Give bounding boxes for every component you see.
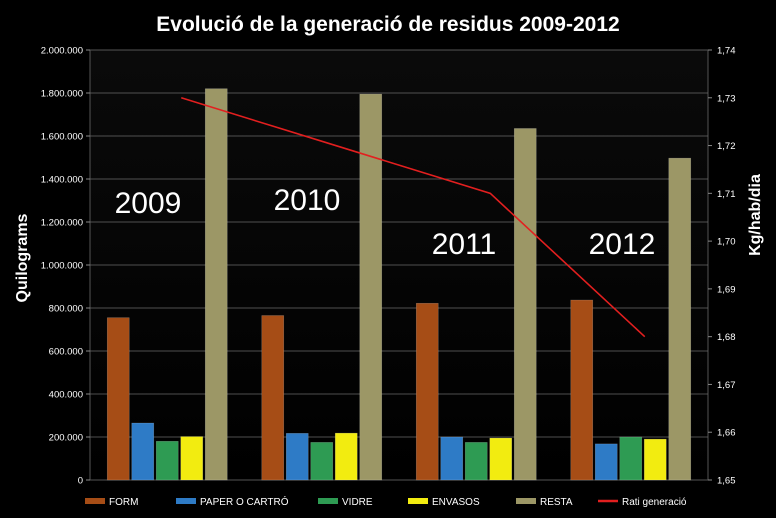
y2-tick-label: 1,73 <box>717 93 736 104</box>
legend-label: FORM <box>109 497 138 508</box>
legend-swatch <box>318 498 338 504</box>
bar <box>285 433 309 481</box>
bar <box>155 440 179 481</box>
y-tick-label: 600.000 <box>49 347 83 358</box>
y2-tick-label: 1,69 <box>717 284 736 295</box>
plot-area: 0 200.000 400.000 600.000 800.000 1.000.000 1.… <box>41 46 736 487</box>
legend-swatch <box>176 498 196 504</box>
legend-label: PAPER O CARTRÓ <box>200 495 289 508</box>
bar <box>668 157 692 481</box>
y-tick-label: 1.000.000 <box>41 261 83 272</box>
bar <box>464 442 488 481</box>
legend-swatch <box>85 498 105 504</box>
y2-tick-label: 1,65 <box>717 476 736 487</box>
y-tick-label: 1.600.000 <box>41 132 83 143</box>
bar <box>261 315 285 481</box>
bar <box>359 93 383 481</box>
legend-swatch <box>516 498 536 504</box>
y2-tick-label: 1,71 <box>717 189 736 200</box>
y2-axis-label: Kg/hab/dia <box>747 174 764 256</box>
y2-tick-label: 1,70 <box>717 237 736 248</box>
y-tick-label: 800.000 <box>49 304 83 315</box>
bar <box>619 436 643 481</box>
legend-label: Rati generació <box>622 497 687 508</box>
category-label: 2012 <box>589 228 656 261</box>
category-label: 2009 <box>115 187 182 220</box>
y2-tick-label: 1,66 <box>717 428 736 439</box>
bar <box>310 442 334 481</box>
bar <box>489 437 513 481</box>
y-tick-label: 200.000 <box>49 433 83 444</box>
bar <box>415 302 439 481</box>
y2-tick-label: 1,67 <box>717 380 736 391</box>
y-tick-label: 1.400.000 <box>41 175 83 186</box>
y-tick-label: 400.000 <box>49 390 83 401</box>
bar <box>180 436 204 481</box>
legend-label: ENVASOS <box>432 497 480 508</box>
category-label: 2010 <box>274 184 341 217</box>
bar <box>570 299 594 481</box>
bar <box>440 436 464 481</box>
bar <box>513 128 537 481</box>
y2-tick-label: 1,68 <box>717 332 736 343</box>
category-label: 2011 <box>432 228 497 261</box>
bar <box>594 443 618 481</box>
y2-tick-label: 1,72 <box>717 141 736 152</box>
ratio-line <box>181 97 646 338</box>
legend: FORM PAPER O CARTRÓ VIDRE ENVASOS RESTA Rati … <box>85 495 687 508</box>
bar <box>643 438 667 481</box>
bar <box>131 422 155 481</box>
y2-tick-label: 1,74 <box>717 46 736 57</box>
chart-title: Evolució de la generació de residus 2009… <box>156 13 619 36</box>
legend-label: VIDRE <box>342 497 373 508</box>
legend-label: RESTA <box>540 497 573 508</box>
bar <box>106 317 130 481</box>
bar <box>334 432 358 481</box>
legend-swatch <box>408 498 428 504</box>
y-tick-label: 2.000.000 <box>41 46 83 57</box>
y-tick-label: 1.800.000 <box>41 89 83 100</box>
y-tick-label: 0 <box>78 476 83 487</box>
y-tick-label: 1.200.000 <box>41 218 83 229</box>
y-axis-label: Quilograms <box>14 213 31 302</box>
bar <box>204 88 228 481</box>
